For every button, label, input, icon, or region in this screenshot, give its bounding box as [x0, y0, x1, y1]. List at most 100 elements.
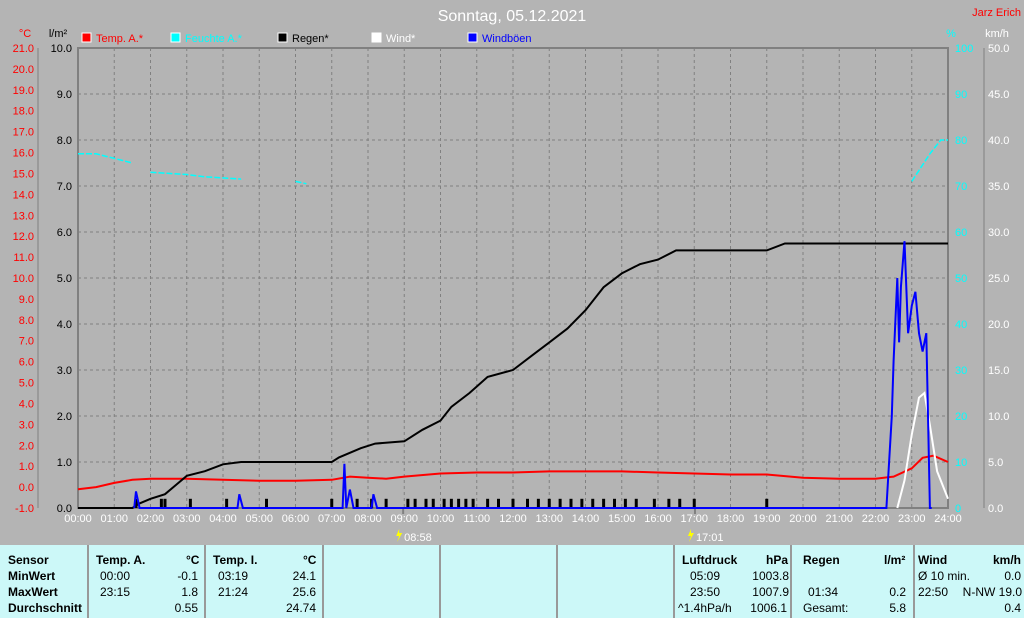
x-tick-label: 21:00 [825, 513, 853, 525]
maxwert-label: MaxWert [8, 585, 58, 599]
temp-tick-label: 10.0 [13, 273, 34, 285]
pressure-header: Luftdruck [682, 553, 738, 567]
wind-tick-label: 40.0 [988, 135, 1009, 147]
humidity-tick-label: 30 [955, 365, 967, 377]
pressure-avg: 1006.1 [750, 601, 787, 615]
regen-line [78, 242, 948, 509]
temp-tick-label: 13.0 [13, 210, 34, 222]
x-tick-label: 08:00 [354, 513, 382, 525]
x-tick-label: 23:00 [898, 513, 926, 525]
wind-unit: km/h [992, 553, 1021, 567]
temp-axis-unit: °C [19, 28, 31, 40]
weather-chart: Sonntag, 05.12.2021 Jarz Erich °C l/m² %… [13, 7, 1021, 544]
pressure-max: 1007.9 [752, 585, 789, 599]
x-tick-label: 24:00 [934, 513, 962, 525]
rain-bar [569, 498, 573, 508]
humidity-line-segment [150, 171, 242, 180]
legend-swatch [371, 32, 382, 43]
rain-bar [497, 498, 500, 508]
legend-label: Wind* [386, 33, 416, 45]
temp-tick-label: 3.0 [19, 419, 34, 431]
temp-tick-label: 12.0 [13, 231, 34, 243]
wind-tick-label: 20.0 [988, 319, 1009, 331]
temp-tick-label: 16.0 [13, 148, 34, 160]
x-tick-label: 12:00 [499, 513, 527, 525]
wind-avg-label: Ø 10 min. [918, 569, 971, 583]
chart-title: Sonntag, 05.12.2021 [438, 8, 587, 25]
x-tick-label: 19:00 [753, 513, 781, 525]
rain-bar [471, 498, 475, 508]
pressure-max-time: 23:50 [690, 585, 721, 599]
author-label: Jarz Erich [972, 7, 1021, 19]
rain-tick-label: 10.0 [51, 43, 72, 55]
wind-tick-label: 35.0 [988, 181, 1009, 193]
windb-en-line [133, 241, 932, 509]
rain-axis-unit: l/m² [49, 28, 68, 40]
rain-bar [511, 498, 515, 508]
rain-bar [355, 498, 359, 508]
x-tick-label: 05:00 [245, 513, 273, 525]
x-tick-label: 15:00 [608, 513, 636, 525]
temp-tick-label: 9.0 [19, 294, 34, 306]
temp-tick-label: 7.0 [19, 336, 34, 348]
rain-bar [547, 498, 551, 508]
temp-a-unit: °C [186, 553, 200, 567]
rain-bar [464, 498, 468, 508]
wind-tick-label: 15.0 [988, 365, 1009, 377]
temp-tick-label: 20.0 [13, 64, 34, 76]
temp-i-min: 24.1 [292, 569, 316, 583]
temp-tick-label: 19.0 [13, 85, 34, 97]
rain-bar [602, 498, 606, 508]
legend-swatch [467, 32, 478, 43]
pressure-min: 1003.8 [752, 569, 789, 583]
rain-bar [613, 498, 616, 508]
humidity-line-segment [78, 153, 133, 164]
temp-tick-label: -1.0 [15, 503, 34, 515]
temp-a-max-time: 23:15 [100, 585, 131, 599]
temp-tick-label: 1.0 [19, 461, 34, 473]
rain-bar [652, 498, 656, 508]
temp-a-line [77, 454, 949, 491]
rain-bar [449, 498, 453, 508]
temp-tick-label: 14.0 [13, 189, 34, 201]
wind-max: N-NW 19.0 [962, 585, 1022, 599]
temp-i-max: 25.6 [292, 585, 316, 599]
temp-tick-label: 4.0 [19, 398, 34, 410]
humidity-tick-label: 20 [955, 411, 967, 423]
wind-tick-label: 0.0 [988, 503, 1003, 515]
rain-max: 0.2 [889, 585, 906, 599]
rain-tick-label: 1.0 [57, 457, 72, 469]
humidity-tick-label: 50 [955, 273, 967, 285]
rain-tick-label: 6.0 [57, 227, 72, 239]
durchschnitt-label: Durchschnitt [8, 601, 83, 615]
legend-label: Feuchte A.* [185, 33, 243, 45]
rain-bar [765, 498, 769, 508]
humidity-line-segment [911, 139, 948, 182]
rain-total-label: Gesamt: [803, 601, 849, 615]
temp-tick-label: 15.0 [13, 168, 34, 180]
temp-i-header: Temp. I. [213, 553, 258, 567]
x-tick-label: 01:00 [100, 513, 128, 525]
temp-a-min: -0.1 [177, 569, 198, 583]
humidity-line-segment [295, 180, 307, 185]
temp-tick-label: 8.0 [19, 315, 34, 327]
rain-tick-label: 3.0 [57, 365, 72, 377]
rain-bar [457, 498, 461, 508]
rain-bar [265, 498, 268, 508]
x-tick-label: 16:00 [644, 513, 672, 525]
legend-label: Regen* [292, 33, 329, 45]
wind-header: Wind [918, 553, 948, 567]
pressure-trend: ^1.4hPa/h [678, 601, 732, 615]
rain-tick-label: 7.0 [57, 181, 72, 193]
rain-bar [536, 498, 540, 508]
rain-bar [431, 498, 435, 508]
legend-swatch [277, 32, 288, 43]
humidity-tick-label: 70 [955, 181, 967, 193]
rain-bar [384, 498, 388, 508]
temp-a-max: 1.8 [181, 585, 198, 599]
rain-bar [591, 498, 595, 508]
sensor-header: Sensor [8, 553, 49, 567]
x-tick-label: 04:00 [209, 513, 237, 525]
x-tick-label: 10:00 [427, 513, 455, 525]
rain-tick-label: 5.0 [57, 273, 72, 285]
